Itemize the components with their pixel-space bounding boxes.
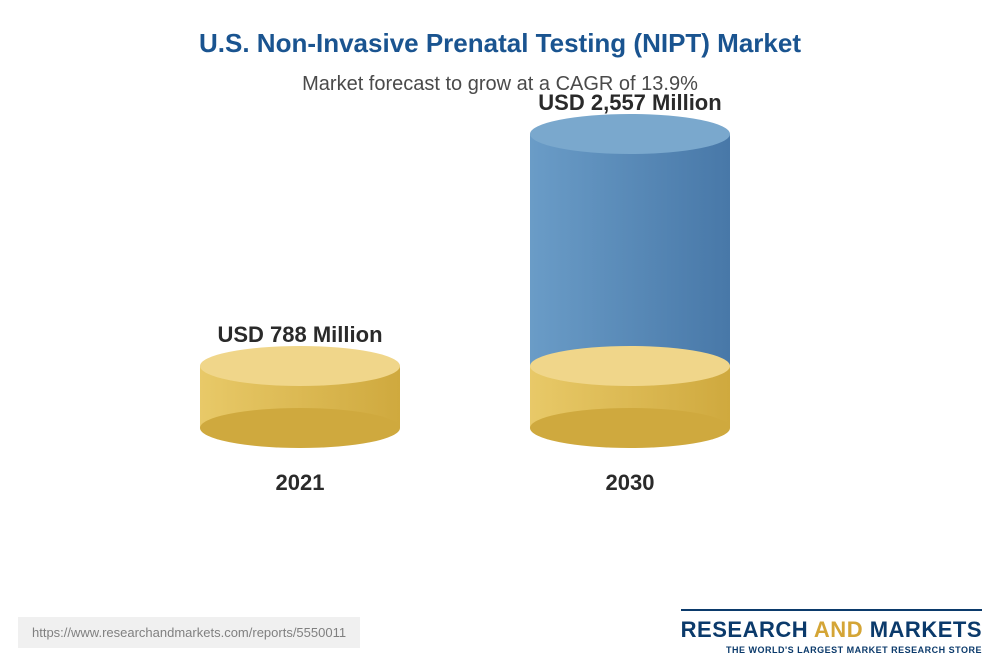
cylinder-2030 — [530, 134, 730, 428]
bar-2021: USD 788 Million 2021 — [200, 322, 400, 496]
cylinder-2021 — [200, 366, 400, 428]
logo-tagline: THE WORLD'S LARGEST MARKET RESEARCH STOR… — [681, 645, 982, 655]
cylinder-body — [530, 134, 730, 366]
chart-area: USD 788 Million 2021 USD 2,557 Million 2… — [0, 116, 1000, 536]
year-label-2030: 2030 — [606, 470, 655, 496]
cylinder-segment — [200, 366, 400, 428]
logo-word-3: MARKETS — [870, 617, 982, 642]
chart-title: U.S. Non-Invasive Prenatal Testing (NIPT… — [0, 0, 1000, 59]
logo-text: RESEARCH AND MARKETS — [681, 617, 982, 643]
logo-word-2: AND — [814, 617, 863, 642]
value-label-2030: USD 2,557 Million — [538, 90, 721, 116]
cylinder-segment — [530, 134, 730, 366]
cylinder-bottom — [200, 408, 400, 448]
year-label-2021: 2021 — [276, 470, 325, 496]
cylinder-segment — [530, 366, 730, 428]
source-url: https://www.researchandmarkets.com/repor… — [18, 617, 360, 648]
cylinder-bottom — [530, 408, 730, 448]
bar-2030: USD 2,557 Million 2030 — [530, 90, 730, 496]
value-label-2021: USD 788 Million — [217, 322, 382, 348]
cylinder-top — [200, 346, 400, 386]
chart-subtitle: Market forecast to grow at a CAGR of 13.… — [0, 73, 1000, 96]
cylinder-top — [530, 346, 730, 386]
logo-word-1: RESEARCH — [681, 617, 808, 642]
footer: https://www.researchandmarkets.com/repor… — [0, 605, 1000, 667]
cylinder-top — [530, 114, 730, 154]
logo: RESEARCH AND MARKETS THE WORLD'S LARGEST… — [681, 609, 982, 655]
